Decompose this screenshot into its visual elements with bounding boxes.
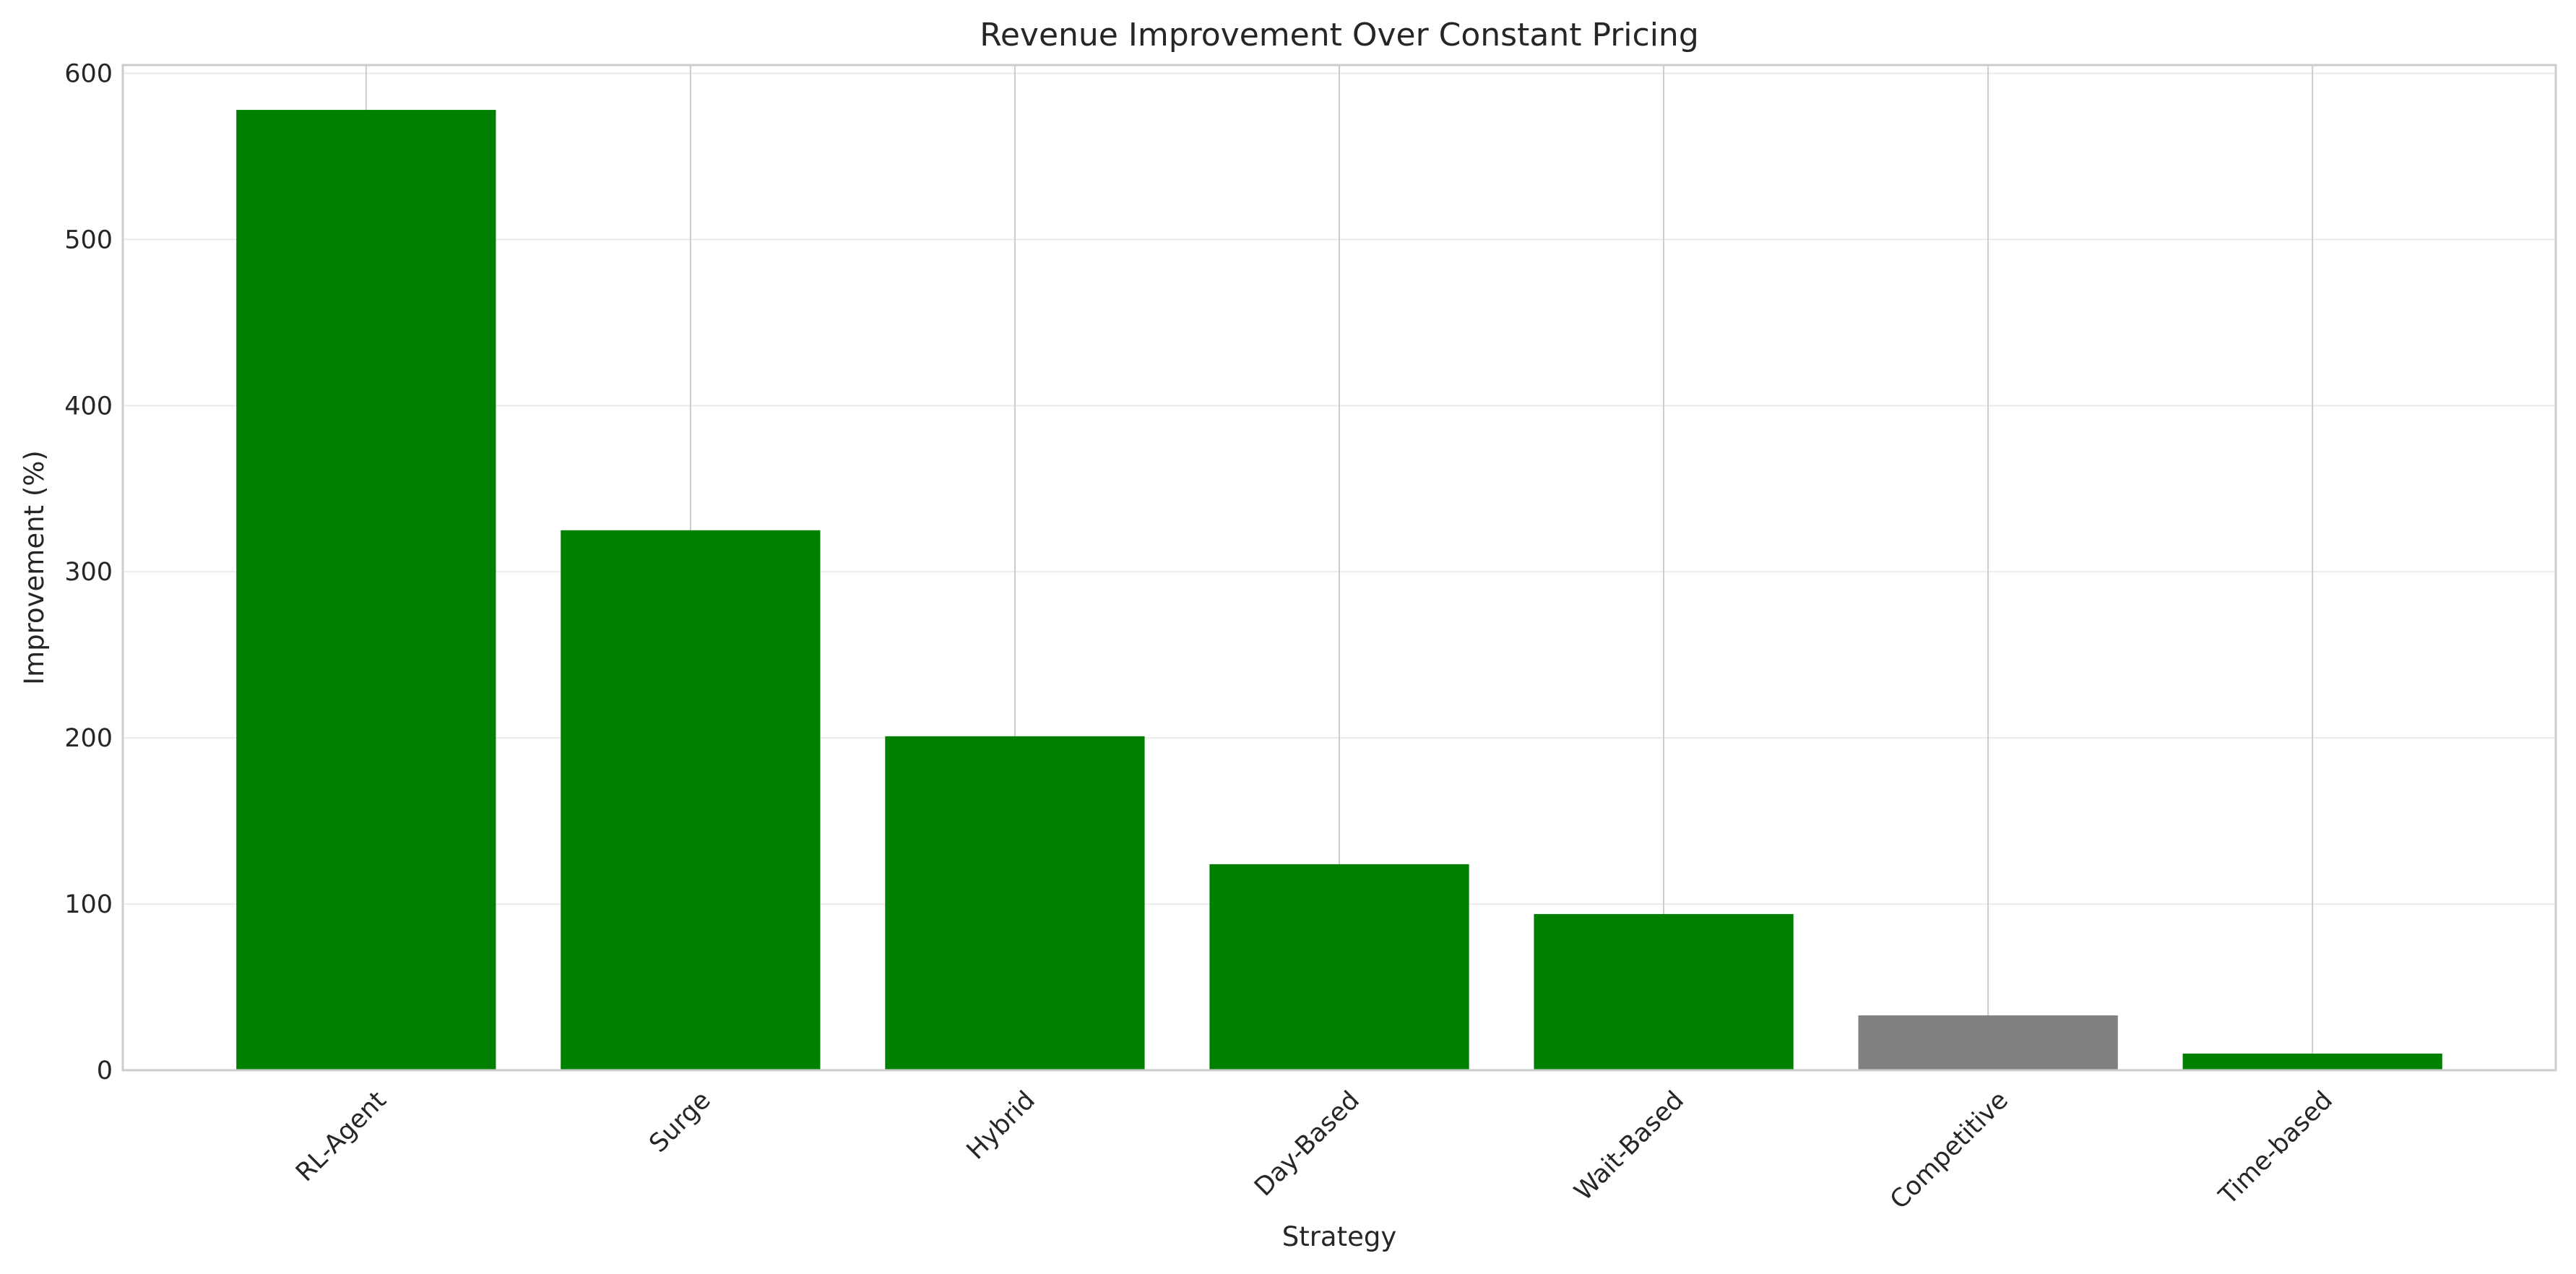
bar-surge <box>561 530 821 1070</box>
x-tick-label: Wait-Based <box>1569 1086 1690 1207</box>
y-tick-label: 100 <box>64 890 113 919</box>
y-axis-ticks: 0 100 200 300 400 500 600 <box>64 59 113 1085</box>
x-tick-label: Surge <box>644 1086 716 1158</box>
x-axis-ticks: RL-Agent Surge Hybrid Day-Based Wait-Based Co… <box>290 1086 2338 1215</box>
x-tick-label: RL-Agent <box>290 1086 392 1187</box>
x-tick-label: Time-based <box>2213 1086 2338 1211</box>
x-tick-label: Day-Based <box>1249 1086 1365 1202</box>
bar-time-based <box>2182 1054 2442 1070</box>
y-tick-label: 200 <box>64 724 113 753</box>
bar-day-based <box>1209 864 1469 1070</box>
bar-hybrid <box>885 736 1145 1070</box>
x-tick-label: Competitive <box>1885 1086 2014 1215</box>
bar-competitive <box>1858 1015 2118 1070</box>
grid-layer <box>123 65 2556 1070</box>
x-tick-label: Hybrid <box>961 1086 1041 1166</box>
y-tick-label: 600 <box>64 59 113 88</box>
y-tick-label: 0 <box>97 1056 113 1085</box>
y-axis-title: Improvement (%) <box>19 450 50 685</box>
bar-rl-agent <box>236 110 496 1071</box>
plot-frame <box>121 64 2557 1072</box>
y-tick-label: 500 <box>64 225 113 254</box>
x-axis-title: Strategy <box>1282 1221 1397 1252</box>
bar-wait-based <box>1534 913 1794 1070</box>
y-tick-label: 400 <box>64 392 113 421</box>
bars-layer <box>236 110 2442 1071</box>
chart-title: Revenue Improvement Over Constant Pricin… <box>980 17 1699 53</box>
y-tick-label: 300 <box>64 558 113 587</box>
